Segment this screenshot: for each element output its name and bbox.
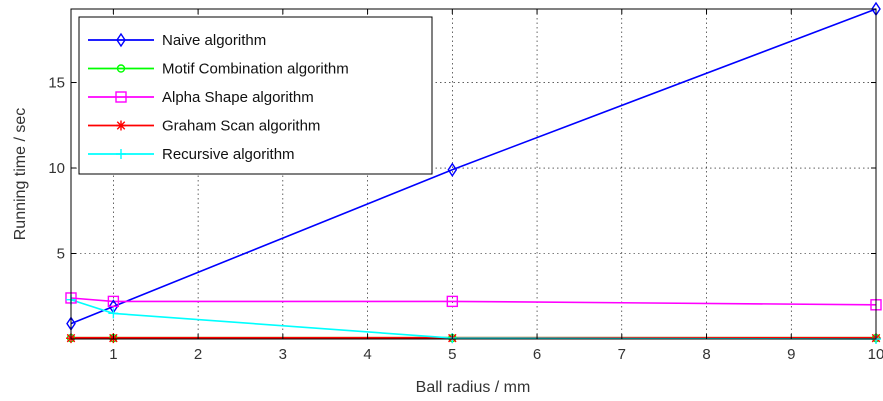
legend-marker	[116, 149, 126, 159]
x-tick-label: 8	[702, 346, 710, 363]
tick-labels: 1 2 3 4 5 6 7 8 9 10 5 10 15	[48, 75, 883, 363]
axis-ticks	[71, 9, 877, 339]
x-tick-label: 6	[533, 346, 541, 363]
legend-box	[78, 16, 433, 175]
y-tick-label: 5	[57, 246, 65, 263]
legend-entry: Naive algorithm	[162, 32, 266, 49]
legend-marker	[116, 120, 126, 131]
data-point	[446, 295, 459, 308]
legend: Naive algorithm Motif Combination algorit…	[78, 16, 433, 175]
y-axis-label: Running time / sec	[12, 108, 29, 241]
data-point	[108, 308, 119, 319]
series-line-0	[70, 8, 877, 325]
x-tick-label: 5	[448, 346, 456, 363]
legend-marker	[116, 64, 126, 73]
legend-entry: Recursive algorithm	[162, 146, 295, 163]
series-line-2	[70, 297, 877, 306]
x-tick-label: 3	[279, 346, 287, 363]
x-tick-label: 4	[363, 346, 371, 363]
plot-frame	[70, 8, 877, 340]
data-point	[107, 295, 120, 308]
x-tick-label: 1	[109, 346, 117, 363]
x-axis-label: Ball radius / mm	[416, 379, 531, 396]
legend-entry: Motif Combination algorithm	[162, 61, 349, 78]
legend-marker	[116, 32, 126, 48]
y-tick-label: 15	[48, 75, 65, 92]
legend-entry: Alpha Shape algorithm	[162, 89, 314, 106]
legend-marker	[115, 91, 127, 103]
x-tick-label: 2	[194, 346, 202, 363]
data-point	[447, 162, 458, 177]
y-tick-label: 10	[48, 160, 65, 177]
x-tick-label: 10	[868, 346, 883, 363]
x-tick-label: 9	[787, 346, 795, 363]
x-tick-label: 7	[618, 346, 626, 363]
legend-entry: Graham Scan algorithm	[162, 118, 320, 135]
